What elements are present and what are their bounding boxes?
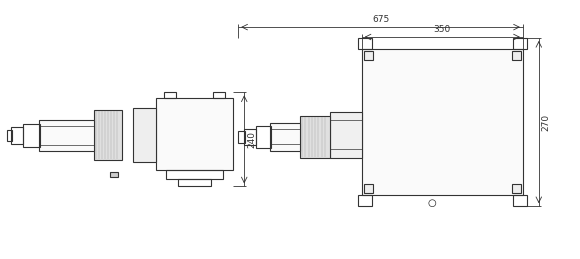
Bar (8, 130, 12, 141)
Bar (213, 92, 225, 98)
Text: 240: 240 (247, 131, 256, 148)
Bar (244, 129, 256, 145)
Bar (513, 195, 527, 206)
Bar (23, 124, 40, 147)
Text: 675: 675 (372, 15, 389, 24)
Bar (155, 98, 233, 170)
FancyBboxPatch shape (432, 88, 453, 97)
Bar (110, 171, 118, 177)
Bar (133, 108, 155, 162)
Bar (94, 110, 122, 160)
Bar (362, 49, 523, 195)
Bar (300, 116, 330, 158)
Bar (39, 120, 94, 151)
Bar (270, 123, 300, 151)
Bar (166, 170, 223, 179)
Bar (358, 195, 372, 206)
FancyBboxPatch shape (432, 147, 453, 156)
Circle shape (389, 69, 496, 176)
Bar (256, 126, 271, 148)
Bar (330, 112, 362, 158)
Text: 270: 270 (542, 113, 551, 131)
Bar (364, 51, 372, 60)
Bar (12, 127, 23, 144)
Bar (164, 92, 176, 98)
Bar (513, 38, 527, 49)
Bar (358, 38, 372, 49)
Bar (177, 179, 211, 186)
Text: 350: 350 (434, 25, 451, 34)
Bar (238, 131, 245, 143)
Bar (512, 51, 521, 60)
Bar (364, 184, 372, 193)
Bar (512, 184, 521, 193)
